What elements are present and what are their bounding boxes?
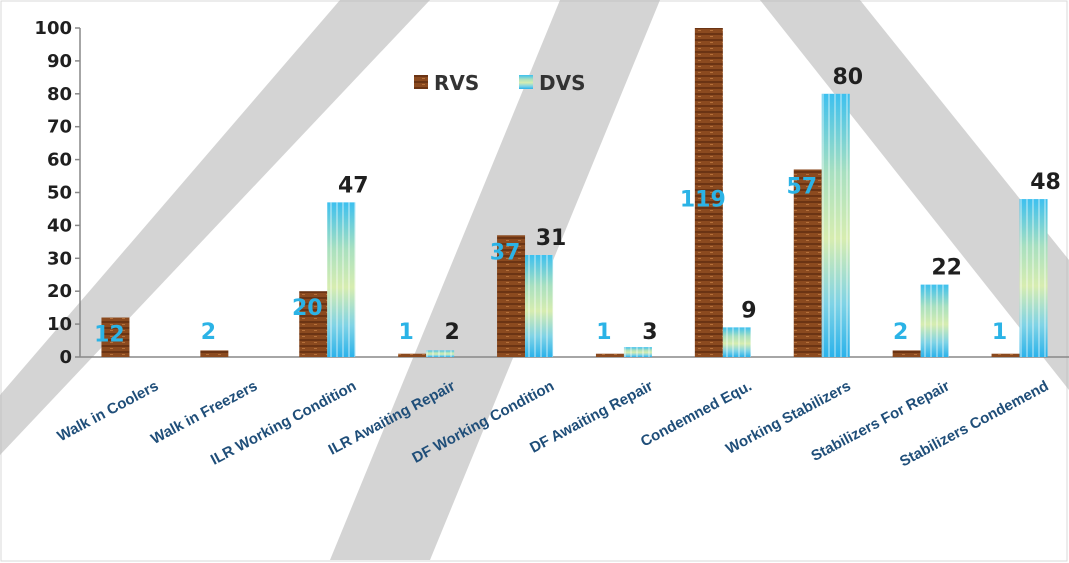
bar-dvs-texture: [1019, 199, 1048, 357]
bar-dvs-texture: [920, 284, 949, 357]
category-label: Walk in Coolers: [54, 378, 161, 446]
bar-rvs: [892, 350, 921, 357]
data-label-rvs: 1: [398, 320, 413, 345]
data-label-rvs: 37: [490, 240, 521, 265]
data-label-rvs: 2: [201, 320, 216, 345]
data-label-dvs: 3: [642, 320, 657, 345]
bar-rvs: [299, 291, 328, 357]
y-tick-label: 80: [47, 84, 72, 105]
data-label-rvs: 12: [94, 323, 125, 348]
y-tick-label: 100: [34, 18, 72, 39]
data-label-dvs: 22: [931, 256, 962, 281]
bar-rvs: [200, 350, 229, 357]
y-tick-label: 40: [47, 215, 72, 236]
data-label-rvs: 1: [992, 320, 1007, 345]
y-tick-label: 70: [47, 117, 72, 138]
legend: RVS DVS: [414, 71, 585, 95]
bar-dvs-texture: [623, 347, 652, 357]
data-label-dvs: 31: [536, 226, 567, 251]
y-axis: 0 10 20 30 40 50 60 70 80 90 100: [34, 18, 81, 368]
bar-rvs: [497, 235, 526, 357]
bar-rvs: [694, 28, 723, 357]
data-label-dvs: 47: [338, 173, 369, 198]
y-tick-label: 50: [47, 183, 72, 204]
legend-swatch-dvs: [519, 75, 533, 89]
legend-label-dvs: DVS: [539, 71, 585, 95]
data-label-dvs: 9: [741, 298, 756, 323]
y-tick-label: 10: [47, 314, 72, 335]
bar-rvs: [595, 353, 624, 357]
y-tick-label: 60: [47, 150, 72, 171]
legend-swatch-rvs: [414, 75, 428, 89]
y-tick-label: 0: [59, 347, 72, 368]
y-tick-label: 30: [47, 248, 72, 269]
bar-rvs: [991, 353, 1020, 357]
bar-dvs-texture: [525, 255, 554, 357]
bar-rvs: [793, 169, 822, 357]
bar-dvs-texture: [426, 350, 455, 357]
data-label-rvs: 20: [292, 296, 323, 321]
legend-label-rvs: RVS: [434, 71, 479, 95]
bars: [101, 28, 1048, 358]
bar-dvs-texture: [327, 202, 356, 357]
data-label-dvs: 80: [832, 65, 863, 90]
data-label-rvs: 119: [680, 188, 726, 213]
data-label-rvs: 1: [596, 320, 611, 345]
bar-dvs-texture: [722, 327, 751, 357]
data-label-rvs: 57: [786, 174, 817, 199]
y-tick-label: 90: [47, 51, 72, 72]
data-label-dvs: 2: [444, 320, 459, 345]
bar-dvs-texture: [821, 93, 850, 358]
data-label-dvs: 48: [1030, 170, 1061, 195]
bar-rvs: [101, 317, 130, 357]
bar-rvs: [398, 353, 427, 357]
data-label-rvs: 2: [893, 320, 908, 345]
y-tick-label: 20: [47, 281, 72, 302]
